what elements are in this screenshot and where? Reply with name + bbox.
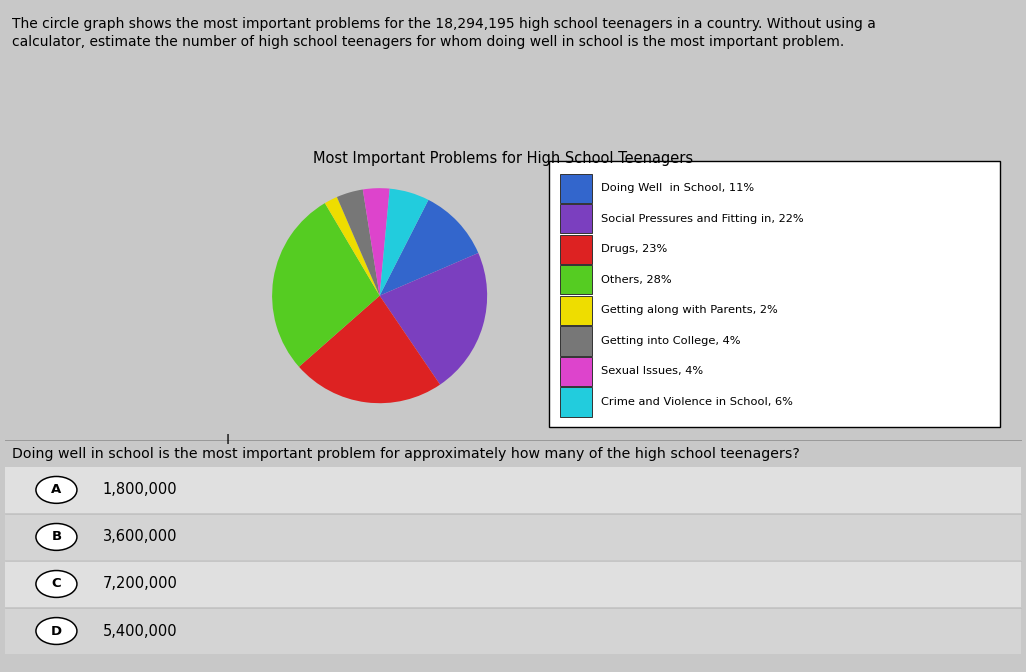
Text: 3,600,000: 3,600,000 (103, 530, 177, 544)
Text: Others, 28%: Others, 28% (601, 275, 671, 285)
Text: The circle graph shows the most important problems for the 18,294,195 high schoo: The circle graph shows the most importan… (12, 17, 876, 49)
Text: C: C (51, 577, 62, 591)
Text: Getting into College, 4%: Getting into College, 4% (601, 336, 741, 346)
FancyBboxPatch shape (560, 173, 592, 203)
FancyBboxPatch shape (549, 161, 1000, 427)
FancyBboxPatch shape (560, 387, 592, 417)
Wedge shape (272, 203, 380, 367)
Wedge shape (363, 188, 390, 296)
Wedge shape (380, 200, 478, 296)
Wedge shape (325, 197, 380, 296)
Text: B: B (51, 530, 62, 544)
FancyBboxPatch shape (560, 235, 592, 264)
Text: Crime and Violence in School, 6%: Crime and Violence in School, 6% (601, 397, 793, 407)
Wedge shape (380, 253, 487, 384)
Text: I: I (226, 433, 230, 448)
Wedge shape (380, 189, 429, 296)
Text: Most Important Problems for High School Teenagers: Most Important Problems for High School … (313, 151, 693, 166)
Text: Sexual Issues, 4%: Sexual Issues, 4% (601, 366, 703, 376)
FancyBboxPatch shape (560, 204, 592, 233)
FancyBboxPatch shape (560, 296, 592, 325)
Wedge shape (337, 190, 380, 296)
Text: Social Pressures and Fitting in, 22%: Social Pressures and Fitting in, 22% (601, 214, 803, 224)
Text: Doing well in school is the most important problem for approximately how many of: Doing well in school is the most importa… (12, 447, 800, 461)
Wedge shape (299, 296, 440, 403)
FancyBboxPatch shape (560, 265, 592, 294)
Text: Drugs, 23%: Drugs, 23% (601, 245, 667, 254)
FancyBboxPatch shape (560, 357, 592, 386)
Text: D: D (51, 624, 62, 638)
Text: Getting along with Parents, 2%: Getting along with Parents, 2% (601, 305, 778, 315)
Text: Doing Well  in School, 11%: Doing Well in School, 11% (601, 183, 754, 194)
FancyBboxPatch shape (560, 327, 592, 355)
Text: 5,400,000: 5,400,000 (103, 624, 177, 638)
Text: 7,200,000: 7,200,000 (103, 577, 177, 591)
Text: 1,800,000: 1,800,000 (103, 482, 177, 497)
Text: A: A (51, 483, 62, 497)
